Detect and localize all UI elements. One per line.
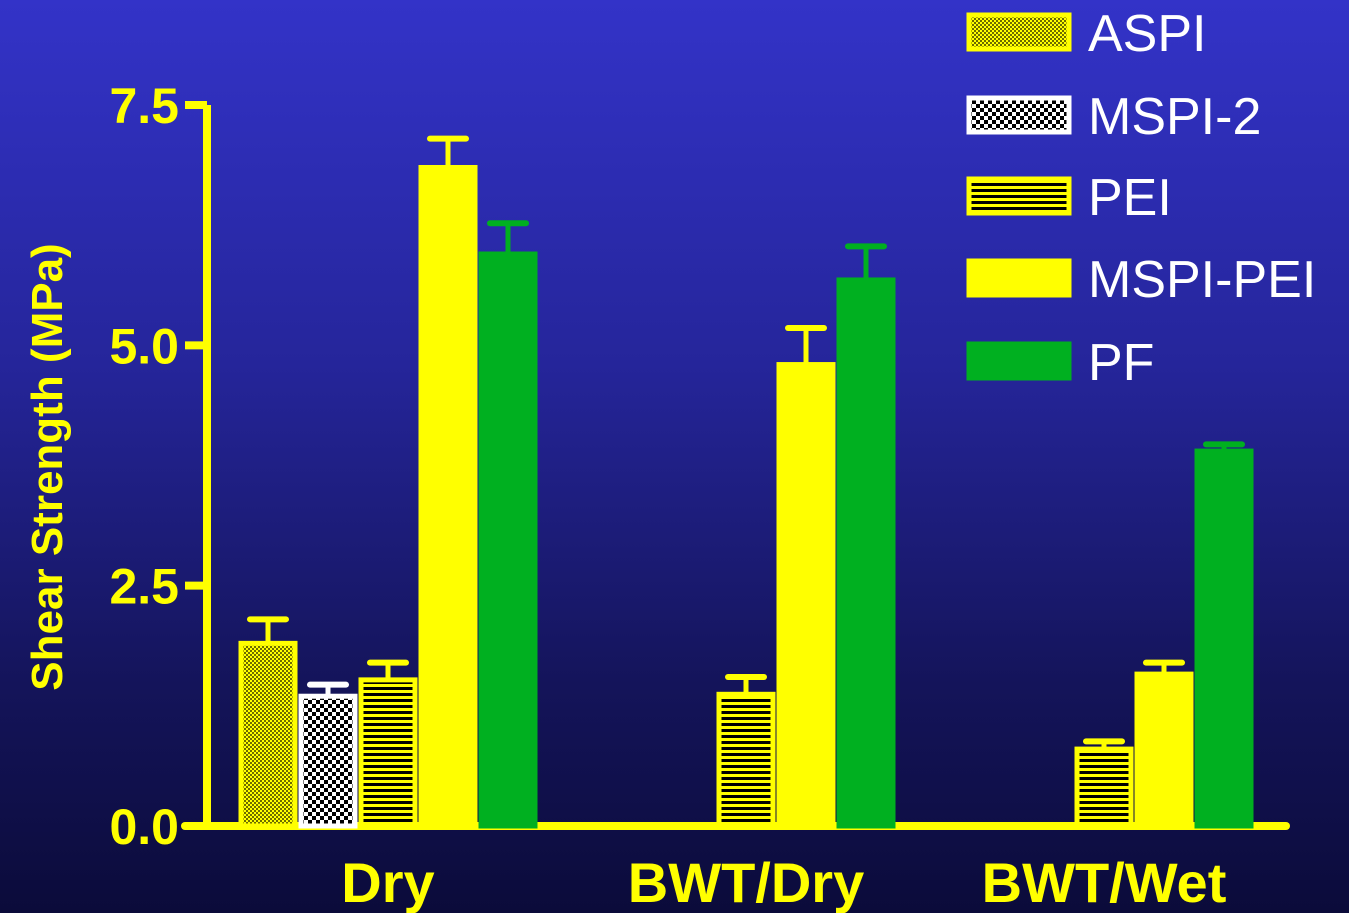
- bar-pf-dry: [478, 251, 538, 829]
- bar-pei-bwt-wet: [1074, 746, 1134, 829]
- legend-item-pei: PEI: [966, 169, 1172, 227]
- x-tick-label: Dry: [341, 851, 434, 913]
- y-axis-title: Shear Strength (MPa): [23, 243, 72, 690]
- y-tick-label: 0.0: [109, 799, 179, 855]
- bar-mspi-pei-bwt-wet: [1134, 671, 1194, 829]
- y-tick-label: 2.5: [109, 559, 179, 615]
- bars: [238, 135, 1254, 829]
- bar-pf-bwt-wet: [1194, 448, 1254, 829]
- bar-aspi-dry: [238, 640, 298, 829]
- legend-swatch: [966, 176, 1072, 216]
- y-tick-label: 5.0: [109, 318, 179, 374]
- legend-label: PF: [1088, 334, 1154, 392]
- legend-swatch: [966, 258, 1072, 298]
- y-axis-label: Shear Strength (MPa): [23, 243, 72, 690]
- x-axis-ticks: Dry BWT/Dry BWT/Wet: [341, 851, 1226, 913]
- legend-swatch: [966, 12, 1072, 52]
- x-tick-label: BWT/Wet: [982, 851, 1227, 913]
- legend: ASPI MSPI-2 PEI MSPI-PEI PF: [966, 5, 1316, 392]
- legend-label: ASPI: [1088, 5, 1207, 63]
- legend-label: MSPI-PEI: [1088, 251, 1316, 309]
- legend-swatch: [966, 341, 1072, 381]
- y-tick-label: 7.5: [109, 78, 179, 134]
- bar-mspi-pei-dry: [418, 164, 478, 829]
- legend-item-pf: PF: [966, 334, 1154, 392]
- x-tick-label: BWT/Dry: [628, 851, 864, 913]
- bar-pei-dry: [358, 677, 418, 829]
- legend-label: MSPI-2: [1088, 88, 1261, 146]
- legend-swatch: [966, 95, 1072, 135]
- legend-label: PEI: [1088, 169, 1172, 227]
- bar-mspi-pei-bwt-dry: [776, 362, 836, 829]
- bar-mspi-2-dry: [298, 693, 358, 829]
- legend-item-mspi-pei: MSPI-PEI: [966, 251, 1316, 309]
- legend-item-aspi: ASPI: [966, 5, 1207, 63]
- bar-pf-bwt-dry: [836, 277, 896, 829]
- bar-pei-bwt-dry: [716, 691, 776, 829]
- legend-item-mspi-2: MSPI-2: [966, 88, 1261, 146]
- y-axis-ticks: 0.0 2.5 5.0 7.5: [109, 78, 207, 855]
